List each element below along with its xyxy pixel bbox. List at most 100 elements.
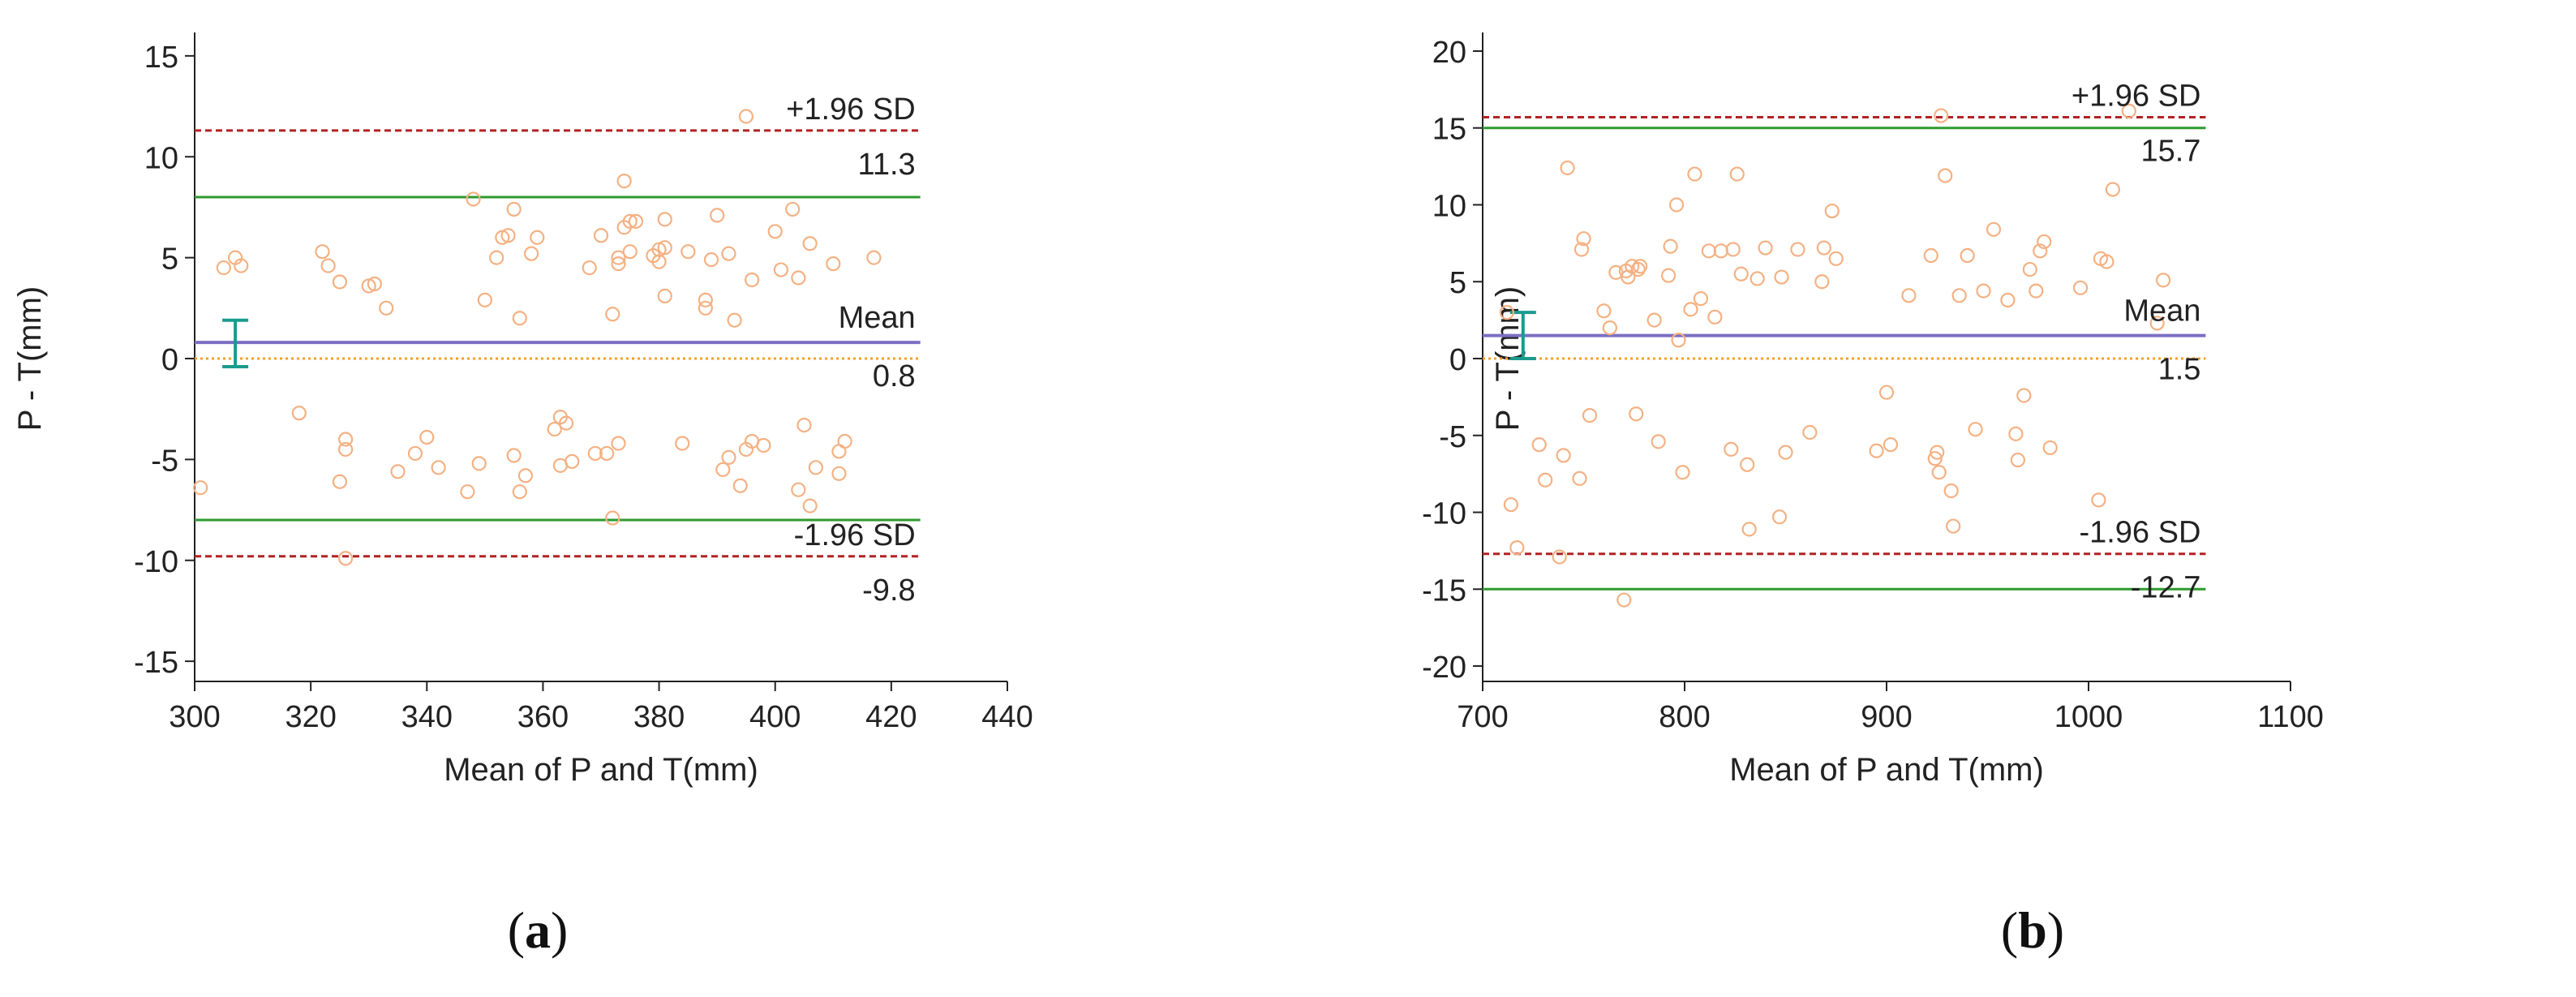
b-data-point bbox=[2121, 103, 2136, 118]
a-data-point bbox=[489, 250, 504, 265]
b-data-point bbox=[1943, 483, 1959, 499]
a-mean-value: 0.8 bbox=[873, 359, 916, 393]
a-data-point bbox=[791, 482, 806, 497]
b-data-point bbox=[2091, 492, 2106, 508]
a-data-point bbox=[727, 312, 742, 328]
b-upper-limit-value: 15.7 bbox=[2140, 134, 2200, 168]
a-x-tick-label: 420 bbox=[865, 700, 917, 734]
caption-b-close: ) bbox=[2046, 901, 2065, 959]
b-data-point bbox=[1633, 259, 1648, 274]
b-data-point bbox=[1707, 309, 1723, 324]
a-data-point bbox=[611, 436, 626, 451]
a-upper-limit-value: 11.3 bbox=[858, 148, 916, 182]
b-data-point bbox=[1934, 108, 1949, 123]
a-data-point bbox=[710, 208, 725, 223]
b-data-point bbox=[1774, 269, 1789, 285]
a-data-point bbox=[616, 174, 632, 189]
b-data-point bbox=[1687, 166, 1702, 182]
b-data-point bbox=[1946, 518, 1961, 534]
a-data-point bbox=[337, 432, 354, 447]
b-data-point bbox=[1651, 434, 1666, 449]
b-data-point bbox=[1729, 166, 1745, 182]
b-data-point bbox=[1828, 251, 1844, 266]
b-data-point bbox=[1901, 288, 1917, 303]
b-data-point bbox=[1596, 303, 1612, 319]
b-data-point bbox=[1927, 451, 1943, 466]
a-data-point bbox=[837, 433, 852, 449]
b-data-point bbox=[1824, 203, 1840, 219]
a-data-point bbox=[565, 453, 580, 469]
a-data-point bbox=[291, 406, 307, 421]
panel-a-chart: -15 -10 -5 0 5 10 15 300 320 340 360 380 400 420 440 Me… bbox=[12, 32, 1033, 788]
b-data-point bbox=[1574, 242, 1590, 257]
a-data-point bbox=[367, 276, 382, 292]
a-data-point bbox=[622, 213, 638, 229]
b-data-point bbox=[2149, 316, 2165, 331]
b-lower-limit-value: -12.7 bbox=[2131, 571, 2201, 605]
a-data-point bbox=[234, 258, 249, 273]
a-data-point bbox=[431, 460, 446, 475]
a-data-point bbox=[651, 254, 667, 269]
caption-b: (b) bbox=[1951, 900, 2114, 960]
a-upper-limit-name: +1.96 SD bbox=[786, 92, 916, 127]
a-data-point bbox=[500, 228, 516, 243]
a-y-tick-label: -15 bbox=[134, 646, 178, 680]
b-y-tick-label: -5 bbox=[1439, 420, 1466, 454]
b-data-point bbox=[2099, 254, 2114, 269]
b-data-point bbox=[1878, 385, 1895, 400]
b-x-tick-label: 700 bbox=[1457, 700, 1508, 734]
b-y-tick-label: 15 bbox=[1432, 113, 1466, 147]
a-y-tick-label: 5 bbox=[161, 243, 178, 277]
b-data-point bbox=[1503, 496, 1518, 513]
a-y-tick-label: 0 bbox=[161, 343, 178, 377]
b-data-point bbox=[2008, 426, 2024, 441]
a-data-point bbox=[471, 456, 487, 471]
b-data-point bbox=[1602, 320, 1617, 336]
a-data-point bbox=[320, 258, 336, 273]
b-data-point bbox=[2000, 292, 2016, 308]
b-data-point bbox=[1814, 274, 1830, 290]
a-data-point bbox=[657, 240, 672, 256]
a-data-point bbox=[802, 498, 818, 514]
b-data-point bbox=[1816, 240, 1831, 256]
b-y-tick-label: 20 bbox=[1432, 36, 1466, 70]
a-data-point bbox=[826, 256, 841, 272]
a-data-point bbox=[773, 262, 788, 277]
b-data-point bbox=[2042, 440, 2058, 456]
b-data-point bbox=[2029, 283, 2044, 299]
a-y-tick-label: 10 bbox=[144, 141, 178, 175]
a-x-tick-label: 360 bbox=[517, 700, 569, 734]
b-data-point bbox=[1741, 522, 1757, 537]
a-data-point bbox=[802, 236, 818, 251]
b-data-point bbox=[1660, 268, 1677, 283]
b-data-point bbox=[2016, 388, 2032, 403]
a-data-point bbox=[715, 462, 731, 477]
caption-a: (a) bbox=[457, 900, 619, 960]
b-data-point bbox=[1758, 240, 1773, 256]
a-data-point bbox=[332, 474, 348, 489]
a-data-point bbox=[675, 436, 690, 451]
b-data-point bbox=[1938, 168, 1953, 183]
b-x-tick-label: 1100 bbox=[2257, 700, 2324, 734]
a-data-point bbox=[582, 260, 597, 276]
a-data-point bbox=[524, 246, 539, 261]
a-data-point bbox=[558, 415, 574, 431]
b-data-point bbox=[1582, 408, 1598, 423]
b-x-tick-label: 1000 bbox=[2054, 700, 2123, 734]
b-data-point bbox=[1968, 422, 1983, 437]
b-data-point bbox=[1663, 239, 1678, 254]
a-data-point bbox=[419, 429, 435, 445]
b-data-point bbox=[1509, 540, 1525, 556]
b-y-tick-label: -10 bbox=[1422, 497, 1466, 531]
b-data-point bbox=[1683, 302, 1698, 317]
a-data-point bbox=[517, 468, 534, 483]
a-data-point bbox=[193, 480, 208, 496]
a-data-point bbox=[512, 311, 527, 326]
a-data-point bbox=[605, 510, 620, 526]
b-data-point bbox=[1576, 231, 1591, 247]
b-data-point bbox=[1790, 242, 1805, 257]
a-mean-name: Mean bbox=[839, 301, 916, 335]
a-data-point bbox=[698, 292, 713, 307]
a-data-point bbox=[791, 270, 806, 286]
b-data-point bbox=[1668, 197, 1685, 213]
